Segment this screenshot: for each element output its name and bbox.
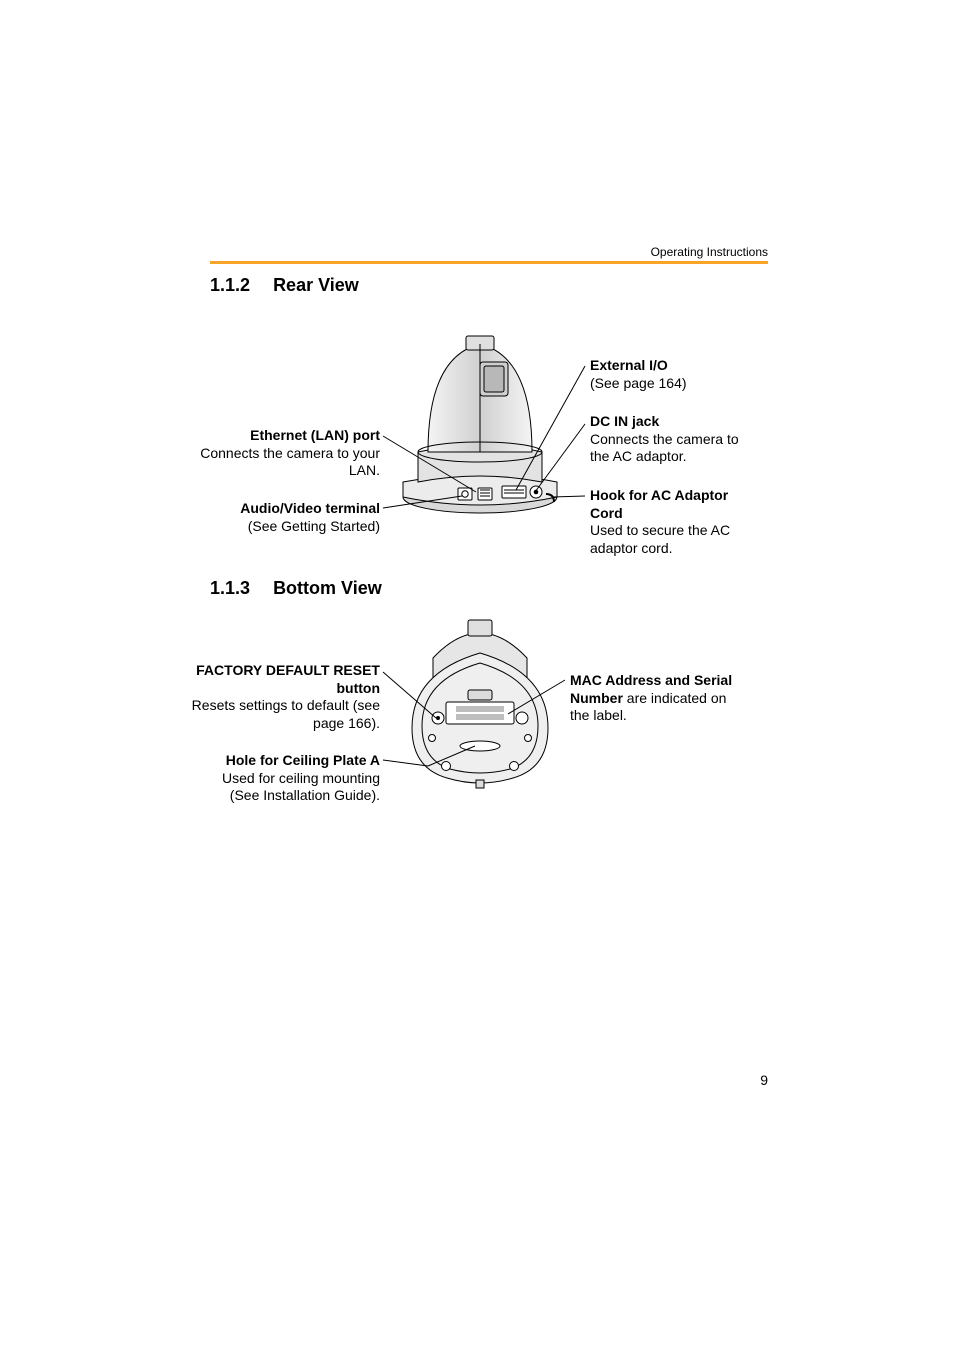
callout-hook: Hook for AC Adaptor Cord Used to secure … xyxy=(590,487,750,557)
page-number: 9 xyxy=(760,1072,768,1088)
doc-title: Operating Instructions xyxy=(210,245,768,259)
callout-desc: Used for ceiling mounting xyxy=(222,770,380,786)
callout-desc: Resets settings to default (see page 166… xyxy=(192,697,380,731)
heading-number: 1.1.3 xyxy=(210,578,250,599)
callout-title: Audio/Video terminal xyxy=(240,500,380,516)
callout-title: Ethernet (LAN) port xyxy=(250,427,380,443)
heading-title: Bottom View xyxy=(273,578,382,598)
bottom-view-diagram xyxy=(398,618,563,793)
callout-ethernet: Ethernet (LAN) port Connects the camera … xyxy=(200,427,380,480)
callout-title: Hook for AC Adaptor Cord xyxy=(590,487,728,521)
callout-extio: External I/O (See page 164) xyxy=(590,357,750,392)
heading-number: 1.1.2 xyxy=(210,275,250,296)
callout-desc: Connects the camera to your LAN. xyxy=(200,445,380,479)
rear-view-diagram xyxy=(398,332,563,517)
callout-reset: FACTORY DEFAULT RESET button Resets sett… xyxy=(180,662,380,732)
callout-title: FACTORY DEFAULT RESET button xyxy=(196,662,380,696)
heading-bottom-view: 1.1.3 Bottom View xyxy=(210,578,382,599)
callout-title: DC IN jack xyxy=(590,413,659,429)
heading-title: Rear View xyxy=(273,275,359,295)
callout-hole: Hole for Ceiling Plate A Used for ceilin… xyxy=(180,752,380,805)
callout-av: Audio/Video terminal (See Getting Starte… xyxy=(200,500,380,535)
callout-title: Hole for Ceiling Plate A xyxy=(226,752,380,768)
page: Operating Instructions 1.1.2 Rear View xyxy=(0,0,954,1351)
callout-desc2: (See Installation Guide). xyxy=(230,787,380,803)
callout-desc: Used to secure the AC adaptor cord. xyxy=(590,522,730,556)
callout-dcin: DC IN jack Connects the camera to the AC… xyxy=(590,413,750,466)
callout-title: External I/O xyxy=(590,357,668,373)
callout-desc: (See page 164) xyxy=(590,375,687,391)
header-rule xyxy=(210,261,768,264)
heading-rear-view: 1.1.2 Rear View xyxy=(210,275,359,296)
callout-mac: MAC Address and Serial Number are indica… xyxy=(570,672,745,725)
page-header: Operating Instructions xyxy=(210,245,768,264)
callout-desc: Connects the camera to the AC adaptor. xyxy=(590,431,739,465)
callout-desc: (See Getting Started) xyxy=(248,518,380,534)
